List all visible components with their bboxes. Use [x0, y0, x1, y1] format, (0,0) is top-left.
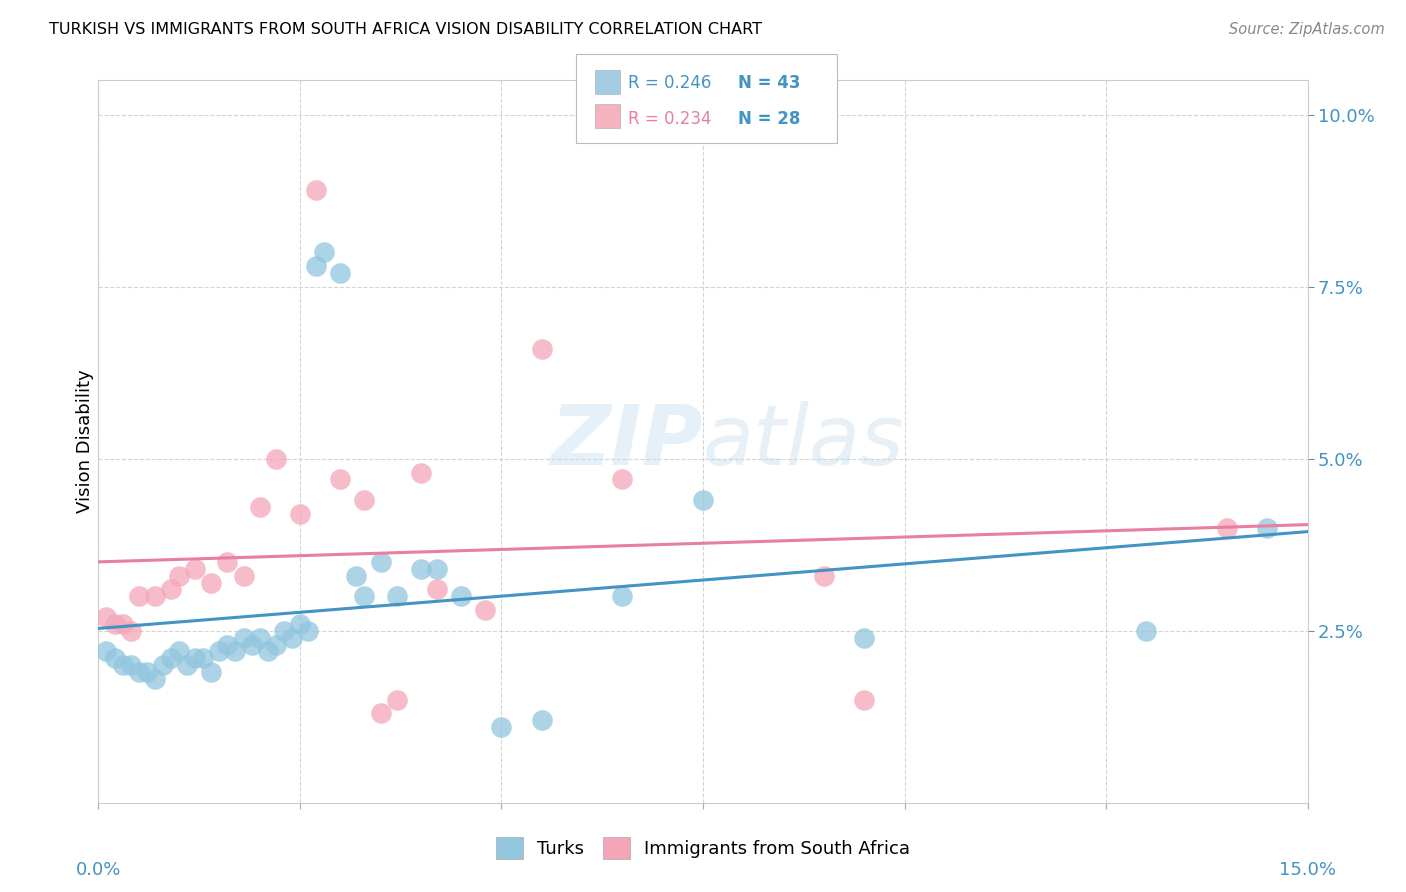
Point [305, 259, 328, 273]
Point [264, 638, 287, 652]
Point [853, 692, 876, 706]
Point [135, 665, 157, 679]
Text: TURKISH VS IMMIGRANTS FROM SOUTH AFRICA VISION DISABILITY CORRELATION CHART: TURKISH VS IMMIGRANTS FROM SOUTH AFRICA … [49, 22, 762, 37]
Point [491, 720, 513, 734]
Text: ZIP: ZIP [550, 401, 703, 482]
Point [143, 672, 166, 686]
Point [297, 624, 319, 638]
Point [143, 590, 166, 604]
Point [281, 631, 304, 645]
Point [120, 624, 142, 638]
Point [128, 665, 150, 679]
Point [217, 555, 239, 569]
Point [152, 658, 174, 673]
Text: atlas: atlas [703, 401, 904, 482]
Point [305, 183, 328, 197]
Point [314, 245, 336, 260]
Point [370, 555, 392, 569]
Point [96, 610, 118, 624]
Point [813, 568, 835, 582]
Point [103, 651, 125, 665]
Point [249, 631, 271, 645]
Point [426, 582, 449, 597]
Point [256, 644, 278, 658]
Point [344, 568, 367, 582]
Y-axis label: Vision Disability: Vision Disability [76, 369, 94, 514]
Point [184, 562, 207, 576]
Point [385, 692, 408, 706]
Point [692, 493, 714, 508]
Point [329, 472, 352, 486]
Point [111, 616, 134, 631]
Point [200, 575, 222, 590]
Text: R = 0.246: R = 0.246 [628, 74, 711, 92]
Legend: Turks, Immigrants from South Africa: Turks, Immigrants from South Africa [489, 830, 917, 866]
Point [1216, 520, 1239, 534]
Point [530, 713, 553, 727]
Point [176, 658, 198, 673]
Point [167, 568, 190, 582]
Point [612, 472, 634, 486]
Point [530, 342, 553, 356]
Point [370, 706, 392, 721]
Point [288, 507, 311, 521]
Point [264, 451, 287, 466]
Point [200, 665, 222, 679]
Point [353, 590, 375, 604]
Text: R = 0.234: R = 0.234 [628, 110, 711, 128]
Point [120, 658, 142, 673]
Point [193, 651, 215, 665]
Point [385, 590, 408, 604]
Point [353, 493, 375, 508]
Point [232, 568, 254, 582]
Point [329, 266, 352, 280]
Point [224, 644, 246, 658]
Point [232, 631, 254, 645]
Point [111, 658, 134, 673]
Point [612, 590, 634, 604]
Point [249, 500, 271, 514]
Point [1135, 624, 1157, 638]
Point [426, 562, 449, 576]
Point [240, 638, 263, 652]
Text: N = 28: N = 28 [738, 110, 800, 128]
Point [409, 562, 432, 576]
Point [208, 644, 231, 658]
Point [160, 651, 183, 665]
Text: 15.0%: 15.0% [1279, 862, 1336, 880]
Point [128, 590, 150, 604]
Point [184, 651, 207, 665]
Point [103, 616, 125, 631]
Point [288, 616, 311, 631]
Text: Source: ZipAtlas.com: Source: ZipAtlas.com [1229, 22, 1385, 37]
Point [450, 590, 472, 604]
Text: 0.0%: 0.0% [76, 862, 121, 880]
Point [167, 644, 190, 658]
Point [96, 644, 118, 658]
Point [409, 466, 432, 480]
Point [217, 638, 239, 652]
Point [474, 603, 496, 617]
Point [273, 624, 295, 638]
Point [1256, 520, 1278, 534]
Point [160, 582, 183, 597]
Text: N = 43: N = 43 [738, 74, 800, 92]
Point [853, 631, 876, 645]
